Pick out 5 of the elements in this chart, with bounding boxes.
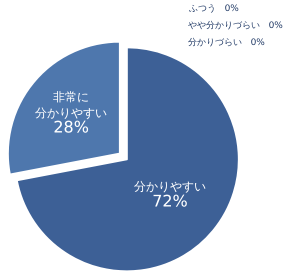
slice-label: 分かりやすい [134,180,206,194]
slice-label: 非常に分かりやすい [35,90,108,120]
category-label: ふつう 0% [189,4,239,14]
category-label: やや分かりづらい 0% [188,21,283,31]
category-label: 分かりづらい 0% [188,38,265,48]
